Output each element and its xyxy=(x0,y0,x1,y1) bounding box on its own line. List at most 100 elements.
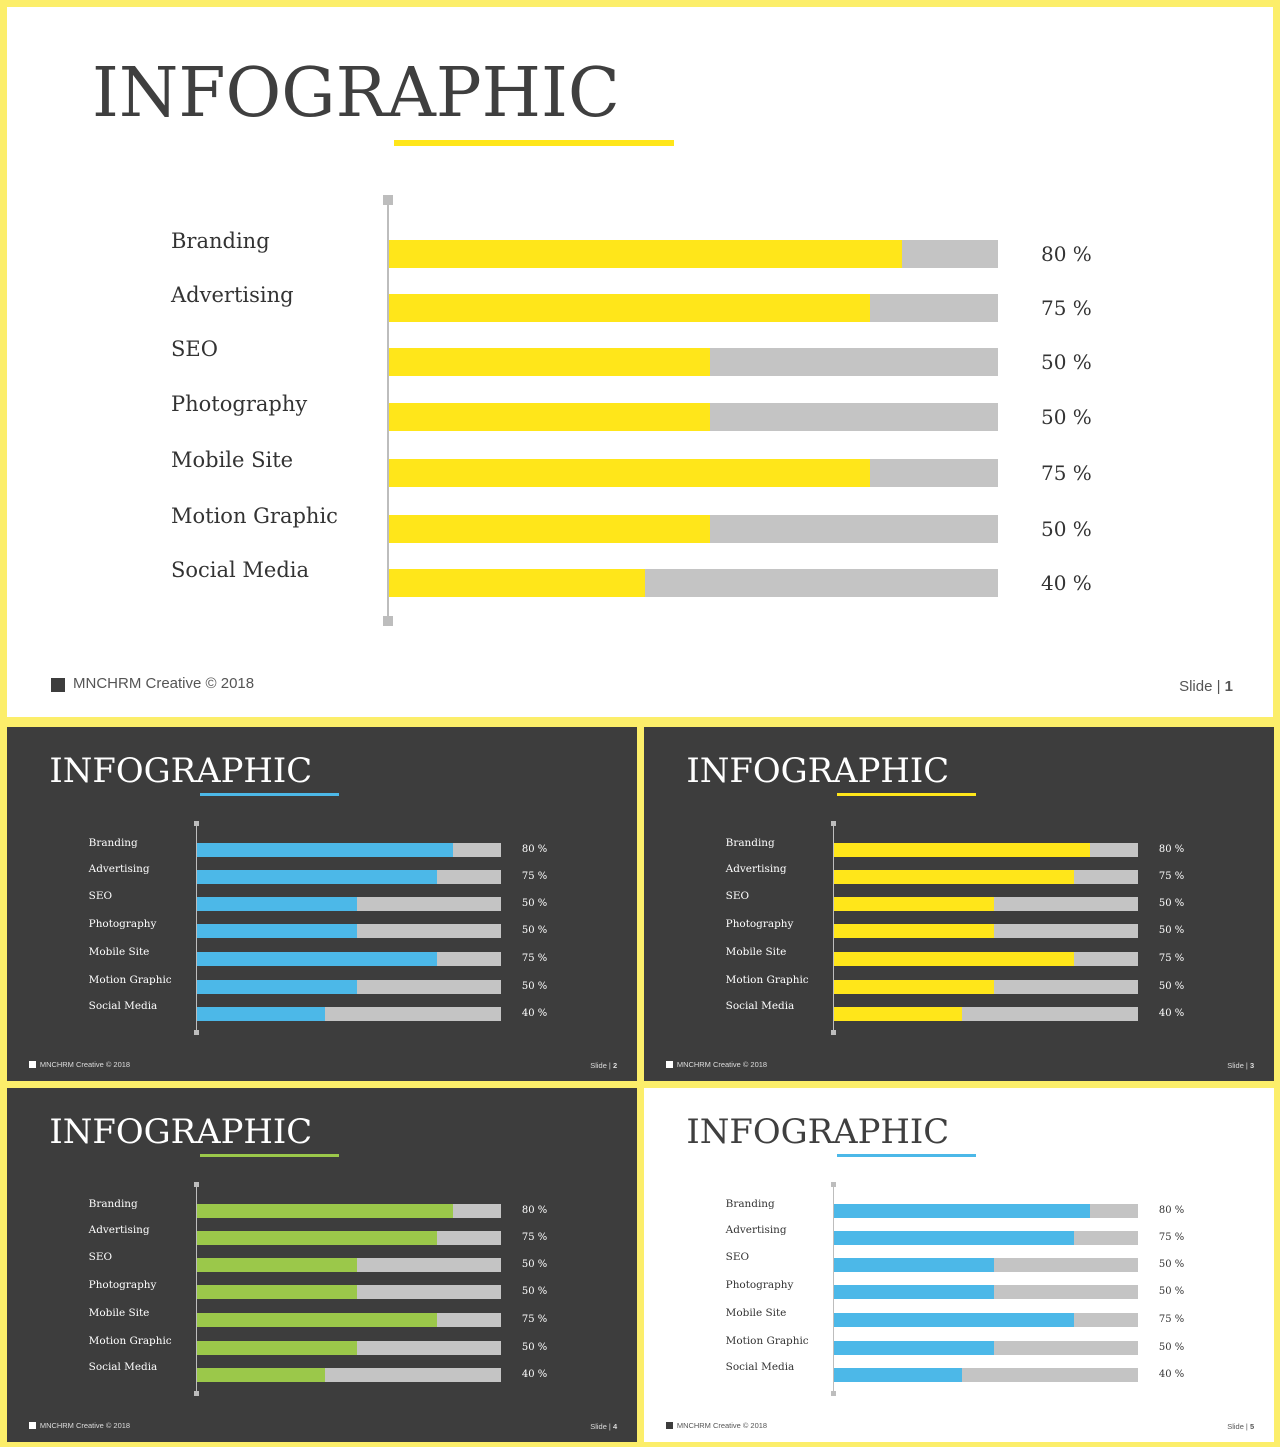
bar-track xyxy=(197,1367,501,1382)
axis-cap-bottom xyxy=(383,616,393,626)
bar-seo xyxy=(197,1257,357,1272)
bar-value-label: 50 % xyxy=(521,980,548,992)
axis-cap-top xyxy=(194,1181,200,1187)
footer-square-icon xyxy=(665,1061,673,1069)
slide-3: INFOGRAPHIC Branding 80 % Advertising 75 % SE… xyxy=(644,727,1274,1081)
bar-label: Branding xyxy=(88,1197,138,1210)
bar-value-label: 75 % xyxy=(1158,1314,1185,1326)
slide-1: INFOGRAPHIC Branding 80 % Advertising 75 % SE… xyxy=(7,7,1273,717)
bar-value-label: 50 % xyxy=(1158,897,1185,909)
bar-value-label: 75 % xyxy=(521,1314,548,1326)
axis-cap-bottom xyxy=(194,1030,200,1036)
bar-motion-graphic xyxy=(834,979,994,994)
axis-cap-top xyxy=(383,195,393,205)
bar-label: Branding xyxy=(725,1197,775,1210)
bar-advertising xyxy=(834,869,1074,884)
bar-value-label: 50 % xyxy=(1158,1341,1185,1353)
slide-number: Slide | 1 xyxy=(1179,678,1233,695)
slide-title: INFOGRAPHIC xyxy=(92,54,620,133)
bar-value-label: 75 % xyxy=(1041,461,1092,485)
slide-number-value: 4 xyxy=(612,1422,618,1432)
bar-track xyxy=(197,952,501,967)
bar-track xyxy=(197,896,501,911)
bar-label: Motion Graphic xyxy=(171,504,338,528)
axis-cap-bottom xyxy=(831,1030,837,1036)
slide-number-value: 3 xyxy=(1249,1061,1255,1071)
bar-value-label: 50 % xyxy=(521,925,548,937)
footer-copyright: MNCHRM Creative © 2018 xyxy=(73,675,255,692)
bar-value-label: 75 % xyxy=(1158,870,1185,882)
bar-value-label: 75 % xyxy=(1158,1231,1185,1243)
bar-photography xyxy=(834,924,994,939)
bar-track xyxy=(834,1367,1138,1382)
bar-label: Mobile Site xyxy=(88,945,150,958)
bar-track xyxy=(197,1340,501,1355)
footer-square-icon xyxy=(665,1422,673,1430)
bar-value-label: 40 % xyxy=(521,1007,548,1019)
bar-label: Mobile Site xyxy=(725,1306,787,1319)
bar-branding xyxy=(197,1204,453,1218)
slide-title: INFOGRAPHIC xyxy=(49,1111,313,1151)
axis-cap-bottom xyxy=(831,1391,837,1397)
bar-value-label: 80 % xyxy=(521,844,548,856)
footer-copyright: MNCHRM Creative © 2018 xyxy=(39,1420,131,1430)
bar-social-media xyxy=(834,1006,962,1021)
bar-motion-graphic xyxy=(834,1340,994,1355)
chart-axis-line xyxy=(833,1182,835,1396)
bar-track xyxy=(834,979,1138,994)
bar-value-label: 80 % xyxy=(521,1205,548,1217)
bar-track xyxy=(834,1257,1138,1272)
bar-mobile-site xyxy=(834,1313,1074,1328)
bar-social-media xyxy=(197,1006,325,1021)
bar-advertising xyxy=(197,869,437,884)
slide-number: Slide | 2 xyxy=(590,1061,617,1070)
bar-label: Mobile Site xyxy=(171,448,294,472)
slide-number: Slide | 4 xyxy=(590,1422,617,1431)
slide-number-prefix: Slide | xyxy=(590,1422,613,1432)
bar-label: Photography xyxy=(171,392,308,416)
chart-axis-line xyxy=(833,821,835,1035)
slide-title: INFOGRAPHIC xyxy=(49,750,313,790)
bar-value-label: 50 % xyxy=(1158,1258,1185,1270)
slide-number-value: 1 xyxy=(1224,678,1233,695)
bar-mobile-site xyxy=(197,1313,437,1328)
bar-track xyxy=(197,1257,501,1272)
bar-track xyxy=(834,896,1138,911)
bar-label: Photography xyxy=(88,1278,157,1291)
axis-cap-bottom xyxy=(194,1391,200,1397)
chart-axis-line xyxy=(196,1182,198,1396)
bar-track xyxy=(389,294,998,322)
bar-value-label: 80 % xyxy=(1041,242,1092,266)
bar-value-label: 75 % xyxy=(521,1231,548,1243)
bar-social-media xyxy=(197,1367,325,1382)
slide-5: INFOGRAPHIC Branding 80 % Advertising 75 % SE… xyxy=(644,1088,1274,1442)
bar-value-label: 40 % xyxy=(1158,1368,1185,1380)
bar-label: SEO xyxy=(725,1251,749,1264)
slide-number-prefix: Slide | xyxy=(590,1061,613,1071)
bar-label: SEO xyxy=(88,1251,112,1264)
bar-label: Motion Graphic xyxy=(88,973,172,986)
bar-value-label: 40 % xyxy=(1041,571,1092,595)
bar-value-label: 50 % xyxy=(1041,517,1092,541)
axis-cap-top xyxy=(194,820,200,826)
bar-branding xyxy=(389,240,902,268)
bar-label: Branding xyxy=(171,229,270,253)
slide-number: Slide | 3 xyxy=(1227,1061,1254,1070)
title-underline xyxy=(199,793,340,797)
bar-track xyxy=(834,843,1138,857)
bar-track xyxy=(389,569,998,597)
bar-track xyxy=(197,924,501,939)
slide-number: Slide | 5 xyxy=(1227,1422,1254,1431)
bar-motion-graphic xyxy=(197,1340,357,1355)
bar-value-label: 50 % xyxy=(1158,980,1185,992)
bar-seo xyxy=(197,896,357,911)
bar-value-label: 80 % xyxy=(1158,1205,1185,1217)
bar-label: Photography xyxy=(725,1278,794,1291)
bar-track xyxy=(197,1285,501,1300)
bar-track xyxy=(389,240,998,268)
footer-square-icon xyxy=(28,1061,36,1069)
footer-square-icon xyxy=(28,1422,36,1430)
bar-value-label: 75 % xyxy=(1041,296,1092,320)
bar-social-media xyxy=(834,1367,962,1382)
bar-value-label: 50 % xyxy=(1158,1286,1185,1298)
